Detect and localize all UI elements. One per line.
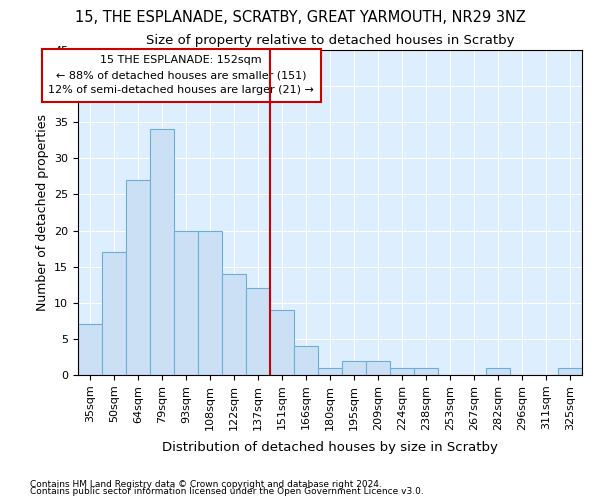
Bar (126, 180, 150, 375)
Bar (174, 230, 198, 375)
Title: Size of property relative to detached houses in Scratby: Size of property relative to detached ho… (146, 34, 514, 48)
Bar (102, 252, 126, 375)
Bar (78, 324, 102, 375)
Text: Contains public sector information licensed under the Open Government Licence v3: Contains public sector information licen… (30, 487, 424, 496)
Bar (366, 360, 390, 375)
Text: 15 THE ESPLANADE: 152sqm
← 88% of detached houses are smaller (151)
12% of semi-: 15 THE ESPLANADE: 152sqm ← 88% of detach… (48, 56, 314, 95)
Bar (390, 368, 414, 375)
Bar (486, 368, 510, 375)
Bar (198, 230, 222, 375)
Bar (558, 368, 582, 375)
Bar (246, 288, 270, 375)
Bar (150, 130, 174, 375)
Bar (222, 274, 246, 375)
Bar (342, 360, 366, 375)
Y-axis label: Number of detached properties: Number of detached properties (35, 114, 49, 311)
Bar (270, 310, 294, 375)
Text: 15, THE ESPLANADE, SCRATBY, GREAT YARMOUTH, NR29 3NZ: 15, THE ESPLANADE, SCRATBY, GREAT YARMOU… (74, 10, 526, 25)
Bar (414, 368, 438, 375)
Text: Contains HM Land Registry data © Crown copyright and database right 2024.: Contains HM Land Registry data © Crown c… (30, 480, 382, 489)
Bar (318, 368, 342, 375)
X-axis label: Distribution of detached houses by size in Scratby: Distribution of detached houses by size … (162, 441, 498, 454)
Bar (294, 346, 318, 375)
